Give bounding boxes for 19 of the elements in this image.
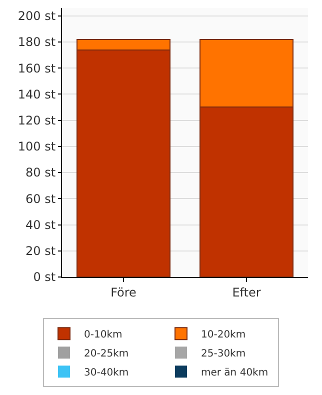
y-tick-label: 120 st <box>18 114 56 128</box>
legend-label: mer än 40km <box>201 368 268 378</box>
y-tick-label: 20 st <box>26 244 56 258</box>
y-tick-label: 0 st <box>33 270 56 284</box>
y-tick-label: 80 st <box>26 166 56 180</box>
legend-label: 25-30km <box>201 348 246 360</box>
legend-label: 10-20km <box>201 330 246 340</box>
x-tick-label: Före <box>110 285 136 300</box>
y-tick-label: 200 st <box>18 9 56 24</box>
y-tick-label: 100 st <box>18 140 56 154</box>
y-tick-label: 40 st <box>26 218 56 232</box>
y-tick-label: 60 st <box>26 192 56 206</box>
legend-label: 30-40km <box>84 368 129 378</box>
legend-label: 20-25km <box>84 348 129 360</box>
y-tick-label: 140 st <box>18 87 56 102</box>
y-tick-label: 160 st <box>18 61 56 76</box>
y-tick-label: 180 st <box>18 35 56 50</box>
legend-label: 0-10km <box>84 330 122 340</box>
x-tick-label: Efter <box>232 285 261 300</box>
